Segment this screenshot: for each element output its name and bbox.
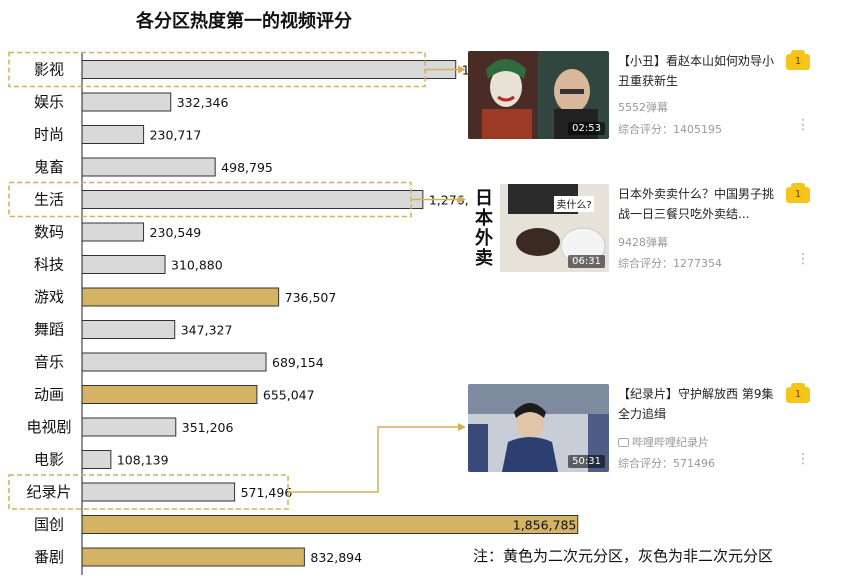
value-label: 108,139: [117, 453, 169, 468]
bar-舞蹈: [81, 320, 176, 339]
arrow-head-icon: [458, 65, 466, 74]
bar-游戏: [81, 287, 280, 307]
bar-影视: [81, 60, 457, 79]
video-title[interactable]: 【小丑】看赵本山如何劝导小丑重获新生: [618, 54, 775, 88]
chart-title: 各分区热度第一的视频评分: [135, 10, 352, 32]
value-label: 689,154: [272, 355, 324, 370]
value-label: 655,047: [263, 388, 315, 403]
bar-数码: [81, 222, 145, 242]
value-label: 736,507: [285, 290, 337, 305]
thumbnail-big-text: 日: [475, 188, 493, 209]
category-label: 游戏: [34, 288, 64, 306]
bar-动画: [81, 385, 258, 404]
video-duration: 06:31: [568, 255, 605, 268]
category-label: 数码: [34, 223, 64, 241]
video-card-1[interactable]: 02:53 【小丑】看赵本山如何劝导小丑重获新生 5552弹幕 综合评分：140…: [468, 50, 818, 147]
video-channel: 哔哩哔哩纪录片: [618, 434, 709, 450]
video-card-3[interactable]: 50:31 【纪录片】守护解放西 第9集 全力追缉 哔哩哔哩纪录片 综合评分：5…: [468, 383, 818, 480]
video-thumbnail-3[interactable]: 50:31: [468, 384, 609, 472]
arrow-head-icon: [458, 195, 466, 204]
bar-纪录片: [81, 482, 236, 502]
bar-番剧: [81, 547, 305, 567]
bar-国创: [81, 515, 579, 534]
thumbnail-big-text: 本: [475, 207, 493, 229]
category-label: 科技: [34, 256, 64, 274]
value-label: 498,795: [221, 160, 273, 175]
video-danmaku-count: 9428弹幕: [618, 236, 668, 249]
video-score: 综合评分：1277354: [618, 257, 722, 270]
rank-badge-icon: 1: [786, 383, 810, 403]
more-options-icon[interactable]: ⋮: [796, 117, 810, 133]
category-label: 国创: [34, 516, 64, 534]
category-label: 生活: [34, 191, 64, 209]
value-label: 351,206: [182, 420, 234, 435]
video-title[interactable]: 日本外卖卖什么？中国男子挑战一日三餐只吃外卖结...: [618, 187, 775, 221]
value-label: 310,880: [171, 258, 223, 273]
category-label: 纪录片: [26, 483, 71, 501]
callout-connector: [288, 426, 460, 493]
category-label: 电影: [34, 451, 64, 469]
video-duration: 50:31: [568, 455, 605, 468]
rank-badge-icon: 1: [786, 50, 810, 70]
more-options-icon[interactable]: ⋮: [796, 251, 810, 267]
bar-音乐: [81, 352, 267, 372]
callout-layer: [8, 51, 466, 510]
thumbnail-big-text: 外: [475, 227, 493, 249]
category-label: 番剧: [34, 548, 64, 566]
video-thumbnail-2[interactable]: 日 本 外 卖 卖什么? 06:31: [468, 184, 609, 272]
bar-电影: [81, 450, 112, 469]
category-label: 时尚: [34, 126, 64, 144]
thumbnail-image-icon: [468, 384, 609, 472]
bar-科技: [81, 255, 166, 274]
video-title[interactable]: 【纪录片】守护解放西 第9集 全力追缉: [618, 387, 774, 421]
category-label: 鬼畜: [34, 158, 64, 176]
video-channel-name: 哔哩哔哩纪录片: [632, 436, 709, 449]
video-score: 综合评分：1405195: [618, 123, 722, 136]
bilibili-tv-icon: [618, 438, 629, 447]
value-label: 832,894: [310, 550, 362, 565]
thumbnail-big-text: 卖: [475, 247, 493, 269]
category-label: 电视剧: [26, 418, 71, 436]
video-duration: 02:53: [568, 122, 605, 135]
video-score: 综合评分：571496: [618, 457, 715, 470]
category-label: 音乐: [34, 353, 64, 371]
more-options-icon[interactable]: ⋮: [796, 451, 810, 467]
category-label: 动画: [34, 386, 64, 404]
bar-生活: [81, 190, 424, 209]
bar-电视剧: [81, 417, 177, 437]
thumbnail-caption: 卖什么?: [556, 199, 591, 211]
legend-note: 注：黄色为二次元分区，灰色为非二次元分区: [473, 547, 774, 565]
bar-娱乐: [81, 92, 172, 112]
value-label: 230,717: [150, 128, 202, 143]
bar-时尚: [81, 125, 145, 144]
arrow-head-icon: [458, 423, 466, 431]
value-label: 571,496: [241, 485, 293, 500]
category-label: 舞蹈: [34, 321, 64, 339]
category-label: 娱乐: [34, 93, 64, 111]
video-thumbnail-1[interactable]: 02:53: [468, 51, 609, 139]
bars-layer: 影视1,399,726娱乐332,346时尚230,717鬼畜498,795生活…: [26, 60, 579, 567]
rank-badge-icon: 1: [786, 183, 810, 203]
bar-鬼畜: [81, 157, 216, 177]
value-label: 1,856,785: [513, 518, 577, 533]
video-card-2[interactable]: 日 本 外 卖 卖什么? 06:31 日本外卖卖什么？中国男子挑战一日三餐只吃外…: [468, 183, 818, 280]
value-label: 230,549: [150, 225, 202, 240]
value-label: 332,346: [177, 95, 229, 110]
thumbnail-image-icon: [468, 51, 609, 139]
video-danmaku-count: 5552弹幕: [618, 101, 668, 114]
category-label: 影视: [34, 61, 64, 79]
value-label: 347,327: [181, 323, 233, 338]
